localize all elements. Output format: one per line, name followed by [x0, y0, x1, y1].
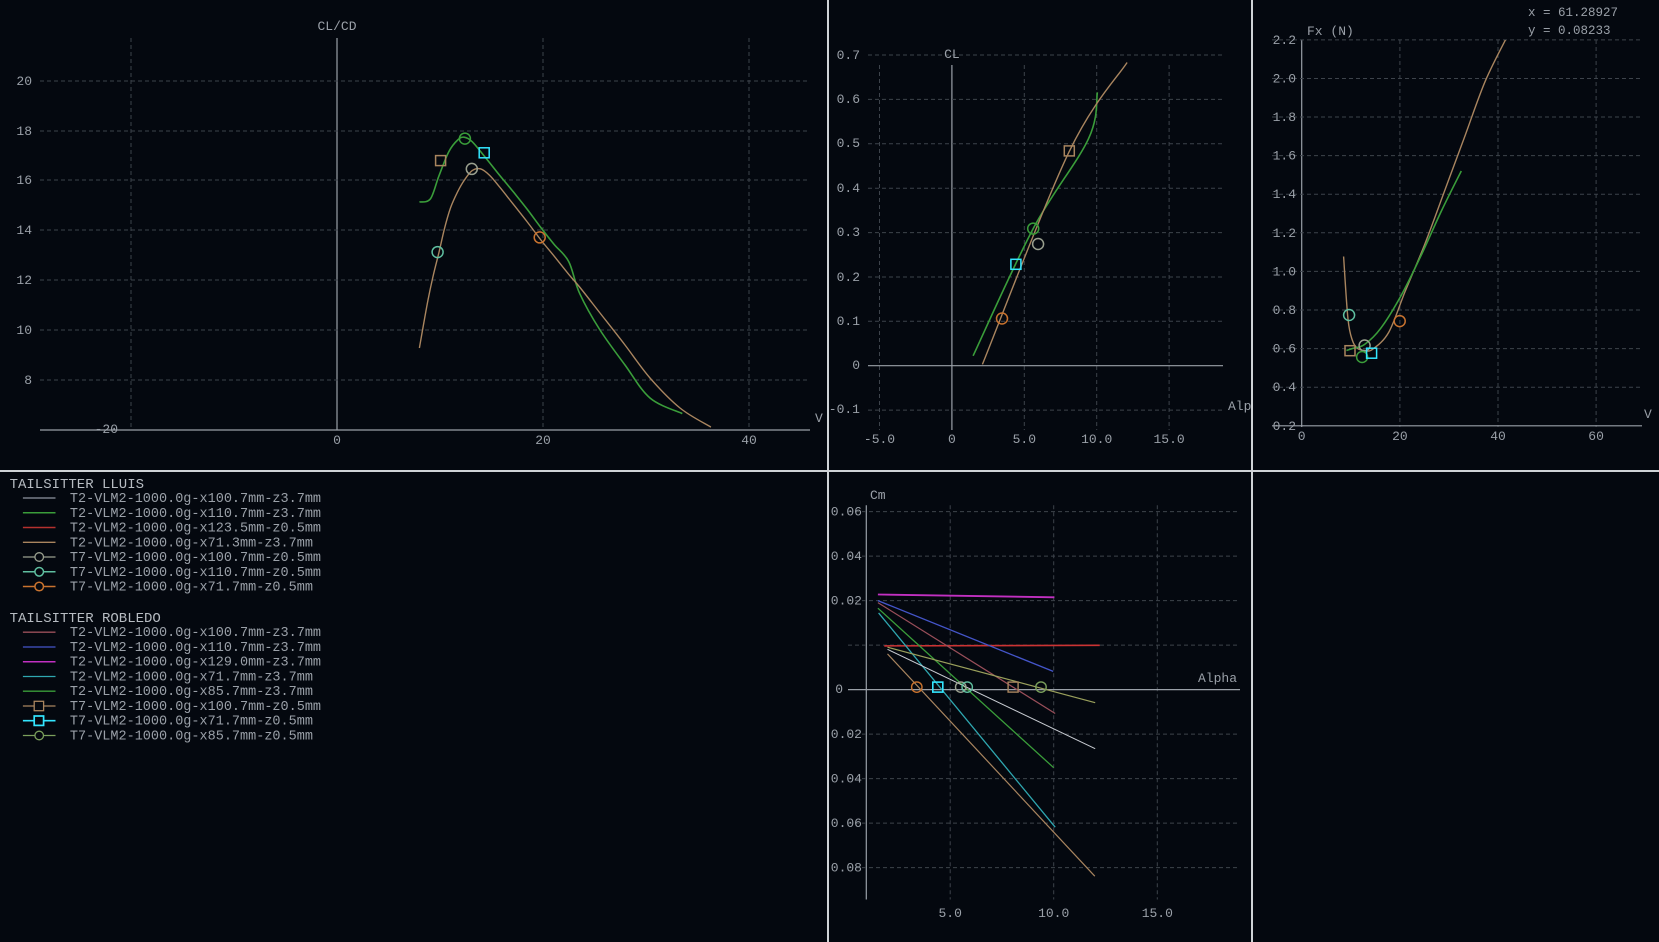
svg-text:T2-VLM2-1000.0g-x100.7mm-z3.7m: T2-VLM2-1000.0g-x100.7mm-z3.7mm — [70, 626, 321, 641]
svg-text:1.8: 1.8 — [1273, 110, 1296, 125]
svg-text:Alpha: Alpha — [1228, 399, 1252, 414]
svg-text:y = 0.08233: y = 0.08233 — [1528, 24, 1611, 38]
svg-text:T2-VLM2-1000.0g-x110.7mm-z3.7m: T2-VLM2-1000.0g-x110.7mm-z3.7mm — [70, 507, 321, 522]
svg-text:CL/CD: CL/CD — [317, 19, 356, 34]
svg-text:0.6: 0.6 — [1273, 342, 1296, 357]
svg-text:20: 20 — [535, 433, 551, 448]
svg-text:T7-VLM2-1000.0g-x71.7mm-z0.5mm: T7-VLM2-1000.0g-x71.7mm-z0.5mm — [70, 581, 313, 596]
svg-text:14: 14 — [16, 223, 32, 238]
svg-text:V (m/: V (m/ — [1644, 407, 1659, 422]
svg-text:T2-VLM2-1000.0g-x123.5mm-z0.5m: T2-VLM2-1000.0g-x123.5mm-z0.5mm — [70, 522, 321, 537]
svg-text:12: 12 — [16, 273, 32, 288]
svg-text:15.0: 15.0 — [1142, 906, 1173, 921]
svg-text:20: 20 — [16, 74, 32, 89]
svg-text:1.2: 1.2 — [1273, 226, 1296, 241]
svg-text:Alpha: Alpha — [1198, 671, 1237, 686]
svg-text:18: 18 — [16, 124, 32, 139]
svg-text:0.8: 0.8 — [1273, 303, 1296, 318]
svg-text:0.04: 0.04 — [831, 772, 862, 787]
svg-text:20: 20 — [1392, 429, 1408, 444]
svg-text:0.4: 0.4 — [1273, 380, 1297, 395]
svg-text:-20: -20 — [95, 422, 118, 437]
svg-text:2.2: 2.2 — [1273, 33, 1296, 48]
svg-text:1.4: 1.4 — [1273, 187, 1297, 202]
svg-text:60: 60 — [1588, 429, 1604, 444]
svg-text:T7-VLM2-1000.0g-x85.7mm-z0.5mm: T7-VLM2-1000.0g-x85.7mm-z0.5mm — [70, 730, 313, 745]
svg-text:0.08: 0.08 — [831, 861, 862, 876]
svg-text:0.1: 0.1 — [837, 314, 861, 329]
svg-text:0: 0 — [333, 433, 341, 448]
svg-text:0.02: 0.02 — [831, 594, 862, 609]
svg-text:10.0: 10.0 — [1038, 906, 1069, 921]
svg-text:16: 16 — [16, 173, 32, 188]
svg-text:0.6: 0.6 — [837, 92, 860, 107]
svg-text:0: 0 — [948, 432, 956, 447]
svg-text:0.5: 0.5 — [837, 136, 860, 151]
svg-text:40: 40 — [741, 433, 757, 448]
svg-text:40: 40 — [1490, 429, 1506, 444]
svg-text:T2-VLM2-1000.0g-x100.7mm-z3.7m: T2-VLM2-1000.0g-x100.7mm-z3.7mm — [70, 492, 321, 507]
svg-text:T7-VLM2-1000.0g-x100.7mm-z0.5m: T7-VLM2-1000.0g-x100.7mm-z0.5mm — [70, 551, 321, 566]
svg-text:T2-VLM2-1000.0g-x129.0mm-z3.7m: T2-VLM2-1000.0g-x129.0mm-z3.7mm — [70, 656, 321, 671]
svg-text:Fx (N): Fx (N) — [1307, 24, 1354, 39]
svg-text:0: 0 — [1298, 429, 1306, 444]
svg-text:0.2: 0.2 — [837, 270, 860, 285]
svg-text:0.2: 0.2 — [1273, 419, 1296, 434]
svg-text:2.0: 2.0 — [1273, 72, 1296, 87]
svg-text:Cm: Cm — [870, 488, 886, 503]
svg-text:5.0: 5.0 — [1013, 432, 1036, 447]
svg-text:0: 0 — [835, 682, 843, 697]
svg-text:0.06: 0.06 — [831, 816, 862, 831]
svg-text:T7-VLM2-1000.0g-x110.7mm-z0.5m: T7-VLM2-1000.0g-x110.7mm-z0.5mm — [70, 566, 321, 581]
svg-text:0.06: 0.06 — [831, 505, 862, 520]
svg-text:1.0: 1.0 — [1273, 264, 1296, 279]
svg-text:1.6: 1.6 — [1273, 149, 1296, 164]
svg-text:15.0: 15.0 — [1153, 432, 1184, 447]
svg-text:CL: CL — [944, 47, 960, 62]
svg-text:-5.0: -5.0 — [864, 432, 895, 447]
svg-text:T7-VLM2-1000.0g-x71.7mm-z0.5mm: T7-VLM2-1000.0g-x71.7mm-z0.5mm — [70, 715, 313, 730]
svg-text:T2-VLM2-1000.0g-x71.7mm-z3.7mm: T2-VLM2-1000.0g-x71.7mm-z3.7mm — [70, 671, 313, 686]
svg-text:0.3: 0.3 — [837, 225, 860, 240]
svg-text:x = 61.28927: x = 61.28927 — [1528, 6, 1618, 20]
svg-text:TAILSITTER ROBLEDO: TAILSITTER ROBLEDO — [10, 611, 161, 627]
svg-text:T2-VLM2-1000.0g-x110.7mm-z3.7m: T2-VLM2-1000.0g-x110.7mm-z3.7mm — [70, 641, 321, 656]
svg-text:TAILSITTER LLUIS: TAILSITTER LLUIS — [10, 477, 144, 493]
svg-text:0.4: 0.4 — [837, 181, 861, 196]
svg-text:-0.1: -0.1 — [829, 402, 860, 417]
svg-text:T7-VLM2-1000.0g-x100.7mm-z0.5m: T7-VLM2-1000.0g-x100.7mm-z0.5mm — [70, 700, 321, 715]
svg-text:0.7: 0.7 — [837, 48, 860, 63]
svg-text:0: 0 — [852, 358, 860, 373]
svg-text:5.0: 5.0 — [938, 906, 961, 921]
svg-text:10.0: 10.0 — [1081, 432, 1112, 447]
svg-text:8: 8 — [24, 373, 32, 388]
svg-text:10: 10 — [16, 323, 32, 338]
svg-text:T2-VLM2-1000.0g-x71.3mm-z3.7mm: T2-VLM2-1000.0g-x71.3mm-z3.7mm — [70, 536, 313, 551]
svg-text:0.02: 0.02 — [831, 727, 862, 742]
svg-text:T2-VLM2-1000.0g-x85.7mm-z3.7mm: T2-VLM2-1000.0g-x85.7mm-z3.7mm — [70, 685, 313, 700]
svg-text:0.04: 0.04 — [831, 549, 862, 564]
